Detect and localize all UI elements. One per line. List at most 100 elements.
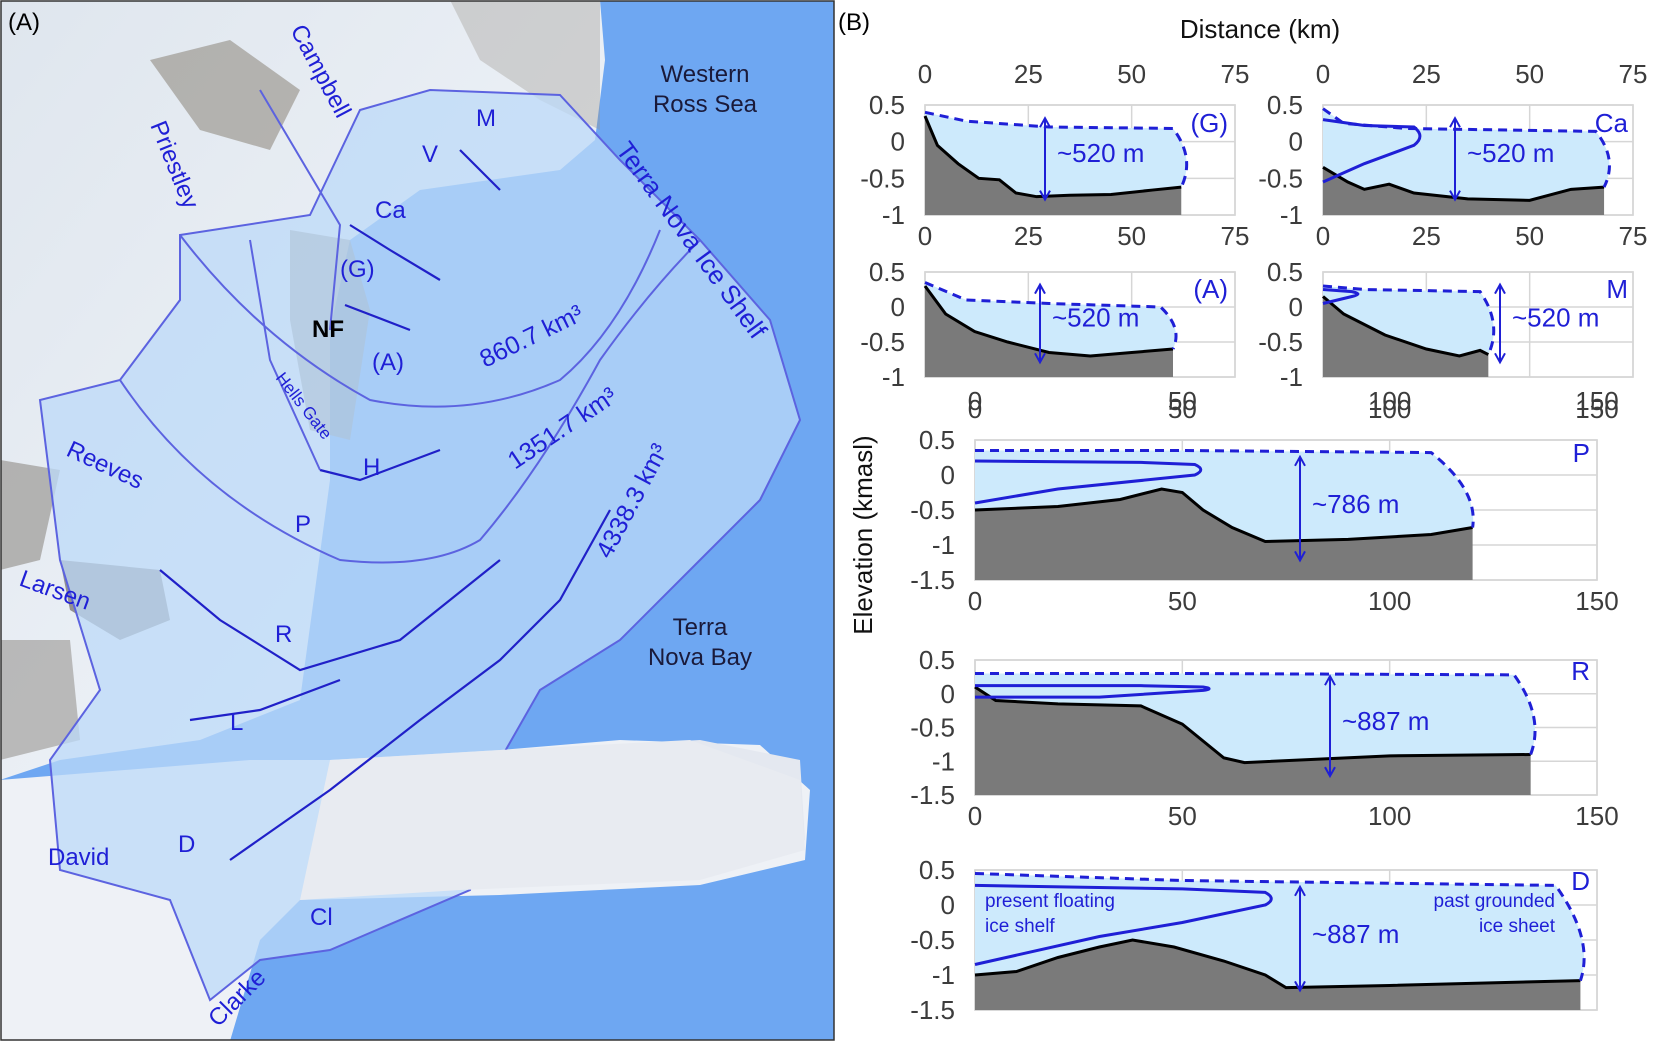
arrow-head-down [1324, 766, 1336, 779]
code-d: D [178, 831, 195, 858]
profile-charts: 0.50-0.5-1~520 m(G)0 25 50 750 25 50 750.50-0.… [860, 59, 1647, 1025]
profile-chart-r: 0.5 0 -0.5-1 -1.5 ~887 m R 0 50 100 150 [910, 645, 1619, 831]
x-tick-label-shared: 150 [1575, 386, 1618, 416]
x-tick-label-bottom: 150 [1575, 586, 1618, 616]
arrow-head-up [1039, 116, 1051, 128]
x-tick-label-bottom: 0 [918, 221, 932, 251]
profile-label: M [1606, 274, 1628, 304]
code-m: M [476, 105, 496, 132]
western-ross-sea-label-2: Ross Sea [653, 91, 758, 118]
ice-tongue-overlay [300, 740, 805, 900]
arrow-head-down [1034, 352, 1046, 365]
y-tick-label: -1 [932, 746, 955, 776]
thickness-label: ~887 m [1312, 919, 1399, 949]
arrow-head-up [1449, 116, 1461, 128]
x-tick-label-top: 25 [1412, 59, 1441, 89]
x-tick-label-bottom: 50 [1515, 221, 1544, 251]
profile-label: P [1573, 438, 1590, 468]
y-tick-label: 0 [941, 890, 955, 920]
y-tick-label: -0.5 [1258, 327, 1303, 357]
annotation-past: past grounded ice sheet [1434, 891, 1556, 937]
rock-outcrop [1, 460, 60, 570]
y-tick-label: -1.5 [910, 565, 955, 595]
profile-label: (A) [1193, 274, 1228, 304]
past-ice-area [975, 450, 1474, 542]
extent-line-3 [259, 89, 342, 331]
x-tick-label-top: 75 [1619, 59, 1648, 89]
past-ice-area [975, 873, 1585, 988]
x-tick-label-top: 50 [1515, 59, 1544, 89]
annotation-past-line-1: past grounded [1434, 891, 1556, 912]
past-ice-area [925, 112, 1187, 197]
profile-label: (G) [1190, 108, 1228, 138]
flowline-d [229, 509, 611, 861]
rock-outcrop [1, 640, 80, 760]
y-tick-label: 0 [1289, 292, 1303, 322]
bedrock-area [975, 489, 1473, 580]
x-tick-label-top: 50 [1168, 394, 1197, 424]
bed-line [974, 938, 1581, 990]
present-ice-shelf-outline [974, 883, 1273, 966]
past-ice-surface-line [924, 281, 1178, 350]
y-tick-label: -1 [932, 530, 955, 560]
thickness-label: ~786 m [1312, 489, 1399, 519]
x-tick-label-top: 75 [1221, 59, 1250, 89]
flowlines [159, 149, 611, 861]
panel-a-frame [0, 0, 835, 1041]
past-ice-area [925, 282, 1177, 356]
code-l: L [230, 709, 243, 736]
shared-x-axis: 0 50 100 150 [968, 386, 1619, 416]
profile-label: D [1571, 866, 1590, 896]
bed-line [974, 685, 1531, 765]
profile-label: R [1571, 656, 1590, 686]
bedrock-area [925, 116, 1182, 215]
x-tick-label-bottom: 100 [1368, 801, 1411, 831]
panel-a-letter: (A) [8, 9, 40, 36]
x-tick-label-bottom: 100 [1368, 586, 1411, 616]
y-tick-label: 0.5 [1267, 90, 1303, 120]
y-tick-label: 0.5 [1267, 257, 1303, 287]
past-ice-surface-line [1322, 284, 1496, 356]
thickness-label: ~887 m [1342, 706, 1429, 736]
profile-chart-ca: 0.5 0 -0.5 -1 ~520 m Ca 0 25 50 75 0 25 50 75 [1258, 59, 1647, 251]
present-ice-shelf-outline [974, 459, 1203, 505]
present-ice-shelf-outline [1322, 118, 1422, 184]
y-tick-label: 0 [891, 127, 905, 157]
x-tick-label-top: 0 [918, 59, 932, 89]
terra-nova-bay-label-1: Terra [673, 614, 728, 641]
y-tick-label: -0.5 [910, 713, 955, 743]
x-tick-label-bottom: 50 [1168, 586, 1197, 616]
y-tick-label: -0.5 [910, 495, 955, 525]
y-tick-label: 0 [891, 292, 905, 322]
bedrock-area [975, 687, 1531, 795]
x-tick-label-bottom: 75 [1221, 221, 1250, 251]
x-tick-label-top: 25 [1014, 59, 1043, 89]
x-tick-label-shared: 0 [968, 386, 982, 416]
rock-outcrop [150, 40, 300, 150]
code-h: H [363, 454, 380, 481]
x-tick-label-bottom: 150 [1575, 801, 1618, 831]
x-tick-label-bottom: 50 [1117, 221, 1146, 251]
code-p: P [295, 511, 311, 538]
bed-line [1322, 295, 1490, 358]
panel-b-letter: (B) [838, 9, 870, 36]
code-a: (A) [372, 349, 404, 376]
bed-line [974, 487, 1473, 544]
profile-chart-p: 0.5 0 -0.5 -1 -1.5 ~786 m P 0 50 100 150 0 50 100 150 [910, 394, 1619, 616]
annotation-present-line-1: present floating [985, 891, 1115, 912]
panel-b-profiles: (B) Distance (km) Elevation (kmasl) 0.50… [838, 9, 1647, 1025]
arrow-head-up [1034, 282, 1046, 295]
past-ice-area [1323, 286, 1494, 356]
y-tick-label: -1 [1280, 200, 1303, 230]
bedrock-area [1323, 167, 1605, 215]
arrow-head-up [1494, 282, 1506, 295]
code-v: V [422, 141, 438, 168]
flowline-l [189, 678, 341, 722]
bed-line [923, 285, 1174, 358]
profile-chart-g: 0.5 0 -0.5 -1 ~520 m (G) 0 25 50 75 0 25 50 75 [860, 59, 1249, 251]
x-tick-label-bottom: 50 [1168, 801, 1197, 831]
flowline-g [349, 224, 441, 281]
annotation-past-line-2: ice sheet [1479, 916, 1556, 937]
code-r: R [275, 621, 292, 648]
